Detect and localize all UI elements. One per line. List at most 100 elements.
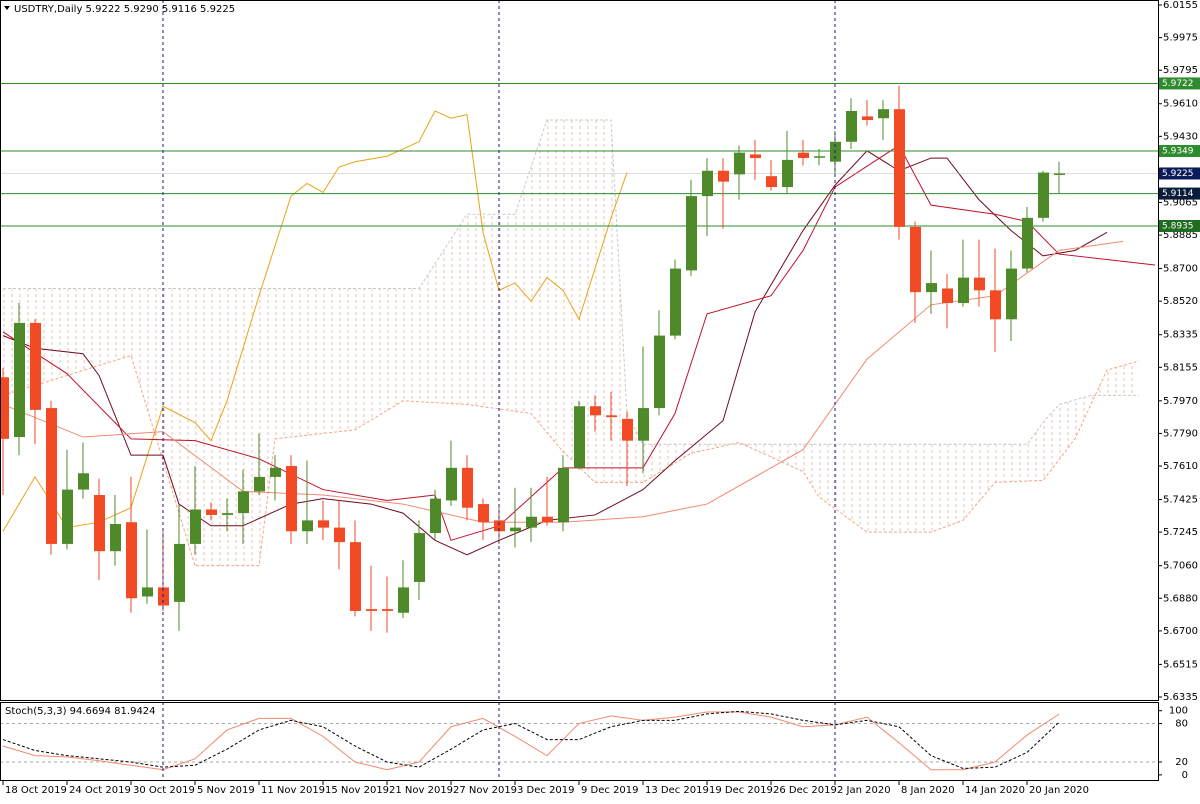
candle-body xyxy=(542,516,553,523)
y-tick-label: 5.9065 xyxy=(1163,197,1198,208)
candle-body xyxy=(1022,217,1033,269)
candle-body xyxy=(46,408,57,544)
stochastic-tick-label: 100 xyxy=(1169,706,1188,717)
candle-body xyxy=(302,520,313,532)
stochastic-tick-label: 0 xyxy=(1182,770,1188,781)
x-tick-label: 8 Jan 2020 xyxy=(901,785,955,796)
y-tick-label: 5.8885 xyxy=(1163,230,1198,241)
y-tick-label: 5.7970 xyxy=(1163,396,1198,407)
candle-body xyxy=(430,498,441,534)
y-tick-label: 5.6700 xyxy=(1163,626,1198,637)
last-price-box xyxy=(1159,167,1200,180)
x-tick-label: 21 Nov 2019 xyxy=(389,785,453,796)
candle-body xyxy=(670,268,681,336)
candle-body xyxy=(686,196,697,271)
x-tick-label: 13 Dec 2019 xyxy=(645,785,709,796)
y-tick-label: 5.9430 xyxy=(1163,131,1198,142)
indicator-line xyxy=(2,144,1156,541)
candle-body xyxy=(254,476,265,492)
candle-body xyxy=(78,473,89,490)
y-tick-label: 5.6515 xyxy=(1163,659,1198,670)
y-tick-label: 5.7610 xyxy=(1163,461,1198,472)
candle-body xyxy=(494,520,505,532)
chart-title: USDTRY,Daily 5.9222 5.9290 5.9116 5.9225 xyxy=(14,4,235,15)
candle-body xyxy=(750,154,761,159)
candle-body xyxy=(702,170,713,197)
y-tick-label: 5.7060 xyxy=(1163,561,1198,572)
stochastic-layer xyxy=(0,710,1158,771)
candle-body xyxy=(478,504,489,523)
x-tick-label: 5 Nov 2019 xyxy=(197,785,255,796)
candle-body xyxy=(718,170,729,182)
candle-body xyxy=(606,415,617,418)
candle-body xyxy=(110,524,121,552)
candle-body xyxy=(974,277,985,291)
candle-body xyxy=(462,467,473,508)
price-level-box xyxy=(1159,187,1200,200)
candle-body xyxy=(926,283,937,293)
candle-body xyxy=(190,509,201,544)
x-tick-label: 3 Dec 2019 xyxy=(517,785,575,796)
candle-body xyxy=(30,322,41,410)
price-level-label: 5.9722 xyxy=(1162,79,1194,89)
candle-body xyxy=(734,152,745,175)
y-tick-label: 5.9795 xyxy=(1163,65,1198,76)
candle-body xyxy=(654,335,665,409)
x-tick-label: 15 Nov 2019 xyxy=(325,785,389,796)
x-tick-label: 11 Nov 2019 xyxy=(261,785,325,796)
candle-body xyxy=(766,176,777,188)
y-tick-label: 5.9610 xyxy=(1163,99,1198,110)
candle-body xyxy=(94,495,105,552)
stochastic-k xyxy=(2,711,1060,771)
x-tick-label: 19 Dec 2019 xyxy=(709,785,773,796)
stochastic-pane-frame xyxy=(0,702,1159,781)
candle-body xyxy=(590,406,601,416)
candle-body xyxy=(318,520,329,528)
candle-body xyxy=(366,609,377,611)
y-tick-label: 6.0155 xyxy=(1163,0,1198,11)
candle-body xyxy=(1038,172,1049,218)
candle-body xyxy=(814,156,825,158)
y-tick-label: 5.8700 xyxy=(1163,264,1198,275)
candle-body xyxy=(398,587,409,613)
x-tick-label: 9 Dec 2019 xyxy=(581,785,639,796)
y-tick-label: 5.6335 xyxy=(1163,692,1198,703)
candle-body xyxy=(942,288,953,303)
y-tick-label: 5.7245 xyxy=(1163,527,1198,538)
cloud-fill xyxy=(3,120,1139,566)
y-tick-label: 5.9975 xyxy=(1163,33,1198,44)
candle-body xyxy=(62,489,73,544)
price-level-box xyxy=(1159,220,1200,233)
candle-body xyxy=(894,109,905,227)
price-level-label: 5.8935 xyxy=(1162,222,1194,232)
candle-body xyxy=(510,527,521,532)
x-tick-label: 24 Oct 2019 xyxy=(69,785,131,796)
stochastic-tick-label: 20 xyxy=(1175,757,1188,768)
last-price-label: 5.9225 xyxy=(1162,169,1194,179)
price-level-box xyxy=(1159,77,1200,90)
candle-body xyxy=(350,542,361,611)
y-tick-label: 5.8520 xyxy=(1163,296,1198,307)
candle-body xyxy=(286,466,297,532)
candle-body xyxy=(142,587,153,597)
y-tick-label: 5.8335 xyxy=(1163,330,1198,341)
candle-body xyxy=(574,406,585,468)
stochastic-tick-label: 80 xyxy=(1175,719,1188,730)
candle-body xyxy=(798,152,809,159)
candle-body xyxy=(382,609,393,611)
candle-body xyxy=(862,116,873,121)
x-tick-label: 2 Jan 2020 xyxy=(837,785,891,796)
price-level-label: 5.9114 xyxy=(1162,189,1194,199)
candle-body xyxy=(558,467,569,523)
x-tick-label: 20 Jan 2020 xyxy=(1029,785,1089,796)
candle-body xyxy=(990,290,1001,320)
candle-body xyxy=(878,109,889,119)
candle-body xyxy=(638,408,649,441)
candle-body xyxy=(222,513,233,515)
candle-body xyxy=(126,522,137,599)
indicator-line xyxy=(2,110,628,532)
x-tick-label: 30 Oct 2019 xyxy=(133,785,195,796)
candle-body xyxy=(238,491,249,514)
